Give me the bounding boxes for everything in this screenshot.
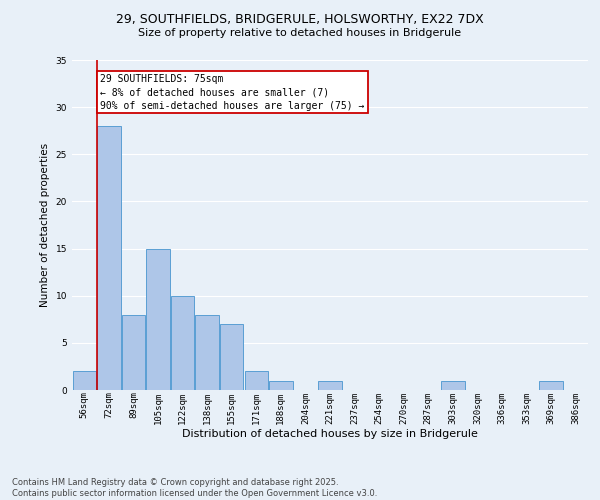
Bar <box>196 314 219 390</box>
Bar <box>220 324 244 390</box>
Y-axis label: Number of detached properties: Number of detached properties <box>40 143 50 307</box>
Bar <box>73 371 96 390</box>
Text: Contains HM Land Registry data © Crown copyright and database right 2025.
Contai: Contains HM Land Registry data © Crown c… <box>12 478 377 498</box>
X-axis label: Distribution of detached houses by size in Bridgerule: Distribution of detached houses by size … <box>182 429 478 439</box>
Bar <box>539 380 563 390</box>
Bar <box>97 126 121 390</box>
Bar <box>269 380 293 390</box>
Bar <box>441 380 464 390</box>
Text: 29 SOUTHFIELDS: 75sqm
← 8% of detached houses are smaller (7)
90% of semi-detach: 29 SOUTHFIELDS: 75sqm ← 8% of detached h… <box>100 74 365 110</box>
Bar <box>319 380 341 390</box>
Bar <box>122 314 145 390</box>
Text: 29, SOUTHFIELDS, BRIDGERULE, HOLSWORTHY, EX22 7DX: 29, SOUTHFIELDS, BRIDGERULE, HOLSWORTHY,… <box>116 12 484 26</box>
Bar <box>171 296 194 390</box>
Bar <box>146 248 170 390</box>
Bar <box>245 371 268 390</box>
Text: Size of property relative to detached houses in Bridgerule: Size of property relative to detached ho… <box>139 28 461 38</box>
